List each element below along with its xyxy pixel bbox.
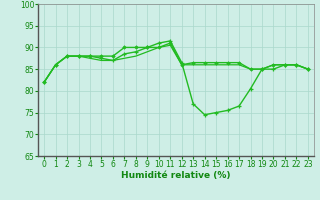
X-axis label: Humidité relative (%): Humidité relative (%) xyxy=(121,171,231,180)
